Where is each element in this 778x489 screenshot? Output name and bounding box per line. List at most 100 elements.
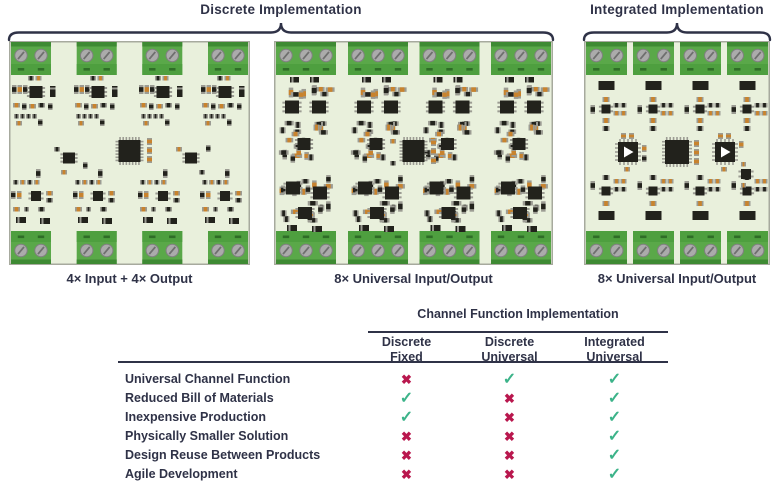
soic-chip bbox=[513, 207, 527, 219]
soic-chip bbox=[63, 152, 75, 164]
board-caption-integrated-universal: 8× Universal Input/Output bbox=[597, 271, 757, 286]
cross-mark-icon: ✖ bbox=[401, 467, 412, 482]
screw-terminal-block bbox=[491, 231, 551, 264]
soic-chip bbox=[313, 186, 327, 200]
soic-chip bbox=[285, 100, 299, 114]
screw-terminal-block bbox=[11, 42, 51, 75]
soic-chip bbox=[185, 152, 197, 164]
curly-brace bbox=[7, 22, 555, 42]
screw-terminal-block bbox=[348, 231, 408, 264]
soic-chip bbox=[648, 104, 658, 114]
group-label-discrete: Discrete Implementation bbox=[200, 2, 362, 17]
screw-terminal-block bbox=[586, 231, 627, 264]
soic-chip bbox=[297, 138, 311, 150]
soic-chip bbox=[455, 100, 470, 114]
screw-terminal-block bbox=[348, 42, 408, 75]
table-row-label: Reduced Bill of Materials bbox=[125, 391, 274, 405]
soic-chip bbox=[441, 138, 454, 150]
cross-mark-icon: ✖ bbox=[504, 429, 515, 444]
pcb-integrated-universal-io bbox=[584, 41, 770, 265]
soic-chip bbox=[370, 207, 384, 219]
soic-chip bbox=[695, 186, 705, 196]
screw-terminal-block bbox=[633, 231, 674, 264]
soic-chip bbox=[93, 191, 103, 201]
screw-terminal-block bbox=[727, 231, 768, 264]
screw-terminal-block bbox=[142, 231, 183, 264]
soic-chip bbox=[512, 138, 526, 150]
check-mark-icon: ✓ bbox=[399, 409, 414, 426]
board-caption-fixed: 4× Input + 4× Output bbox=[66, 271, 193, 286]
soic-chip bbox=[741, 169, 751, 179]
soic-chip bbox=[527, 100, 541, 114]
screw-terminal-block bbox=[491, 42, 551, 75]
soic-chip bbox=[742, 186, 752, 196]
screw-terminal-block bbox=[208, 231, 248, 264]
qfp-chip bbox=[665, 140, 689, 164]
table-row-label: Inexpensive Production bbox=[125, 410, 267, 424]
cross-mark-icon: ✖ bbox=[401, 372, 412, 387]
soic-chip bbox=[441, 207, 456, 219]
soic-chip bbox=[456, 186, 471, 200]
cross-mark-icon: ✖ bbox=[504, 410, 515, 425]
soic-chip bbox=[742, 104, 752, 114]
cross-mark-icon: ✖ bbox=[504, 467, 515, 482]
qfp-chip bbox=[118, 140, 141, 162]
cross-mark-icon: ✖ bbox=[504, 391, 515, 406]
soic-chip bbox=[158, 191, 168, 201]
screw-terminal-block bbox=[419, 42, 480, 75]
soic-chip bbox=[29, 86, 43, 98]
screw-terminal-block bbox=[208, 42, 248, 75]
soic-chip bbox=[695, 104, 705, 114]
screw-terminal-block bbox=[633, 42, 674, 75]
cross-mark-icon: ✖ bbox=[504, 448, 515, 463]
screw-terminal-block bbox=[11, 231, 51, 264]
table-row-label: Design Reuse Between Products bbox=[125, 448, 321, 462]
soic-chip bbox=[156, 86, 170, 98]
soic-chip bbox=[385, 186, 399, 200]
curly-brace bbox=[582, 22, 772, 42]
soic-chip bbox=[298, 207, 312, 219]
screw-terminal-block bbox=[727, 42, 768, 75]
screw-terminal-block bbox=[276, 231, 336, 264]
screw-terminal-block bbox=[76, 42, 117, 75]
soic-chip bbox=[648, 186, 658, 196]
check-mark-icon: ✓ bbox=[607, 371, 622, 388]
table-rule-header bbox=[118, 361, 668, 363]
soic-chip bbox=[357, 100, 371, 114]
check-mark-icon: ✓ bbox=[607, 428, 622, 445]
table-rule-top bbox=[368, 331, 668, 333]
screw-terminal-block bbox=[142, 42, 183, 75]
opamp-triangle-icon bbox=[624, 146, 634, 158]
screw-terminal-block bbox=[680, 42, 721, 75]
soic-chip bbox=[528, 186, 542, 200]
check-mark-icon: ✓ bbox=[502, 371, 517, 388]
table-row-label: Physically Smaller Solution bbox=[125, 429, 289, 443]
soic-chip bbox=[91, 86, 105, 98]
soic-chip bbox=[312, 100, 326, 114]
soic-chip bbox=[500, 100, 514, 114]
check-mark-icon: ✓ bbox=[607, 447, 622, 464]
pcb-discrete-fixed-io bbox=[9, 41, 250, 265]
brace-group bbox=[7, 22, 772, 42]
check-mark-icon: ✓ bbox=[607, 409, 622, 426]
check-mark-icon: ✓ bbox=[607, 390, 622, 407]
qfp-chip bbox=[402, 140, 425, 162]
column-header: Discrete Universal bbox=[481, 335, 538, 364]
group-label-integrated: Integrated Implementation bbox=[590, 2, 764, 17]
soic-chip bbox=[220, 191, 230, 201]
screw-terminal-block bbox=[586, 42, 627, 75]
table-title: Channel Function Implementation bbox=[417, 307, 619, 321]
soic-chip bbox=[501, 181, 515, 195]
cross-mark-icon: ✖ bbox=[401, 429, 412, 444]
soic-chip bbox=[428, 100, 443, 114]
soic-chip bbox=[31, 191, 41, 201]
screw-terminal-block bbox=[276, 42, 336, 75]
soic-chip bbox=[369, 138, 383, 150]
pcb-discrete-universal-io bbox=[274, 41, 553, 265]
opamp-triangle-icon bbox=[721, 146, 731, 158]
soic-chip bbox=[286, 181, 300, 195]
soic-chip bbox=[384, 100, 398, 114]
check-mark-icon: ✓ bbox=[399, 390, 414, 407]
screw-terminal-block bbox=[76, 231, 117, 264]
